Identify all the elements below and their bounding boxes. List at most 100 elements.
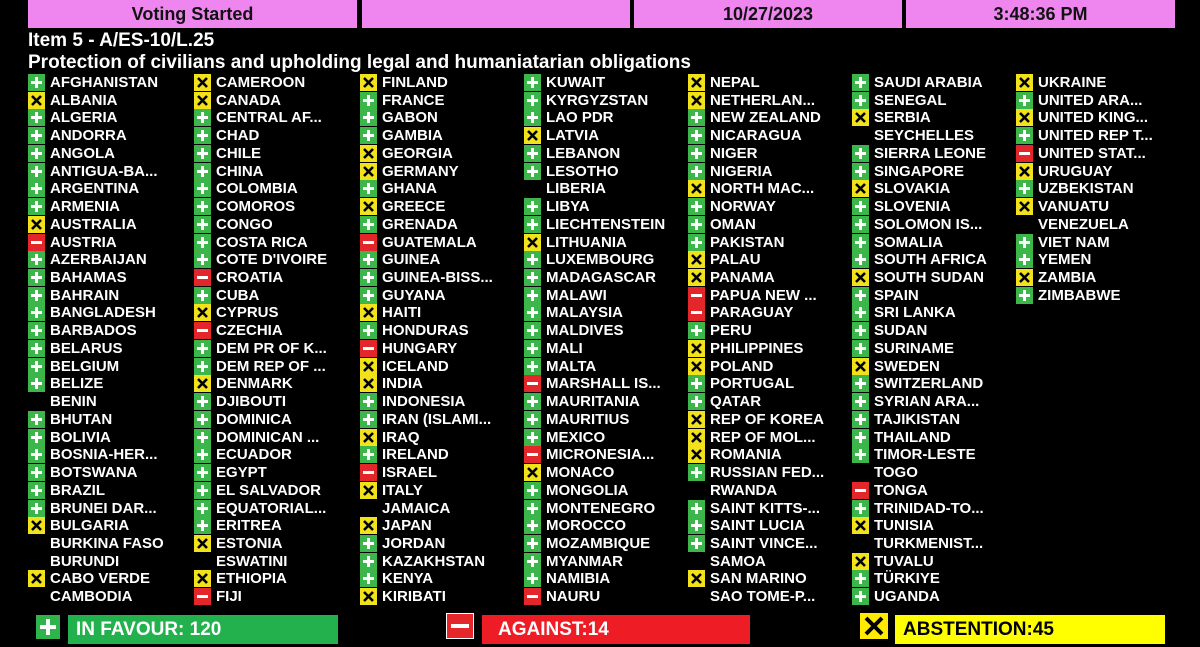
country-name: MALTA: [546, 357, 597, 375]
vote-icon: [28, 428, 45, 446]
vote-icon: [194, 393, 211, 411]
vote-icon: [194, 215, 211, 233]
total-abstention: ABSTENTION:45: [895, 615, 1165, 644]
country-name: ESTONIA: [216, 534, 283, 552]
vote-icon: [524, 446, 541, 464]
vote-icon: [28, 109, 45, 127]
vote-icon: [688, 534, 705, 552]
country-name: NETHERLAN...: [710, 91, 815, 109]
vote-icon: [1016, 198, 1033, 216]
country-name: GUINEA-BISS...: [382, 269, 493, 287]
country-name: ITALY: [382, 481, 423, 499]
vote-icon: [194, 464, 211, 482]
vote-icon: [1016, 180, 1033, 198]
vote-icon: [1016, 286, 1033, 304]
vote-icon: [524, 375, 541, 393]
vote-icon: [360, 588, 377, 606]
country-name: SAO TOME-P...: [710, 588, 816, 606]
vote-icon: [688, 499, 705, 517]
country-name: CZECHIA: [216, 322, 283, 340]
vote-icon: [194, 481, 211, 499]
country-name: COMOROS: [216, 198, 296, 216]
country-name: TRINIDAD-TO...: [874, 499, 984, 517]
country-name: KIRIBATI: [382, 588, 446, 606]
vote-icon: [852, 588, 869, 606]
country-name: ALBANIA: [50, 91, 118, 109]
vote-icon: [524, 339, 541, 357]
vote-icon: [360, 357, 377, 375]
country-name: SOMALIA: [874, 233, 944, 251]
vote-icon: [360, 464, 377, 482]
country-name: DOMINICA: [216, 410, 292, 428]
country-name: AUSTRALIA: [50, 215, 137, 233]
country-name: LEBANON: [546, 144, 621, 162]
vote-icon: [524, 91, 541, 109]
vote-icon: [1016, 74, 1033, 91]
vote-icon: [688, 74, 705, 91]
country-name: PANAMA: [710, 269, 775, 287]
vote-icon: [688, 322, 705, 340]
vote-icon: [852, 109, 869, 127]
vote-icon: [28, 233, 45, 251]
country-name: FIJI: [216, 588, 242, 606]
country-name: RUSSIAN FED...: [710, 464, 825, 482]
vote-icon: [688, 357, 705, 375]
country-name: THAILAND: [874, 428, 951, 446]
vote-icon: [524, 588, 541, 606]
vote-icon: [360, 534, 377, 552]
vote-icon: [688, 339, 705, 357]
country-name: UNITED KING...: [1038, 109, 1149, 127]
country-name: SAN MARINO: [710, 570, 807, 588]
vote-icon: [852, 393, 869, 411]
vote-icon: [524, 481, 541, 499]
vote-icon: [360, 286, 377, 304]
vote-icon: [688, 446, 705, 464]
vote-icon: [360, 269, 377, 287]
country-name: ANDORRA: [50, 127, 127, 145]
vote-icon: [1016, 269, 1033, 287]
country-name: MALAWI: [546, 286, 607, 304]
status: Voting Started: [28, 0, 357, 28]
vote-icon: [852, 481, 869, 499]
country-name: NORTH MAC...: [710, 180, 815, 198]
country-name: MOZAMBIQUE: [546, 534, 651, 552]
vote-icon: [360, 339, 377, 357]
country-name: PARAGUAY: [710, 304, 794, 322]
vote-icon: [1016, 233, 1033, 251]
country-name: BELARUS: [50, 339, 123, 357]
country-name: SAUDI ARABIA: [874, 74, 983, 91]
vote-icon: [360, 144, 377, 162]
country-name: BULGARIA: [50, 517, 130, 535]
country-name: ZAMBIA: [1038, 269, 1097, 287]
vote-icon: [360, 552, 377, 570]
vote-icon: [360, 198, 377, 216]
country-name: SERBIA: [874, 109, 931, 127]
vote-icon: [194, 570, 211, 588]
vote-icon: [852, 570, 869, 588]
country-name: SOUTH AFRICA: [874, 251, 987, 269]
country-name: GREECE: [382, 198, 446, 216]
vote-icon: [194, 446, 211, 464]
vote-icon: [688, 109, 705, 127]
vote-icon: [852, 517, 869, 535]
country-name: CHILE: [216, 144, 261, 162]
country-name: VIET NAM: [1038, 233, 1110, 251]
country-name: CAMEROON: [216, 74, 306, 91]
country-name: NORWAY: [710, 198, 776, 216]
total-favour: IN FAVOUR: 120: [68, 615, 338, 644]
country-name: SRI LANKA: [874, 304, 956, 322]
country-name: MALI: [546, 339, 583, 357]
country-name: TOGO: [874, 464, 918, 482]
country-name: NEW ZEALAND: [710, 109, 821, 127]
country-name: NICARAGUA: [710, 127, 802, 145]
country-name: DOMINICAN ...: [216, 428, 320, 446]
country-name: LAO PDR: [546, 109, 614, 127]
country-name: AZERBAIJAN: [50, 251, 147, 269]
country-name: UNITED ARA...: [1038, 91, 1143, 109]
vote-icon: [28, 286, 45, 304]
vote-icon: [524, 215, 541, 233]
vote-icon: [852, 233, 869, 251]
vote-icon: [1016, 127, 1033, 145]
vote-icon: [524, 357, 541, 375]
country-name: VENEZUELA: [1038, 215, 1129, 233]
